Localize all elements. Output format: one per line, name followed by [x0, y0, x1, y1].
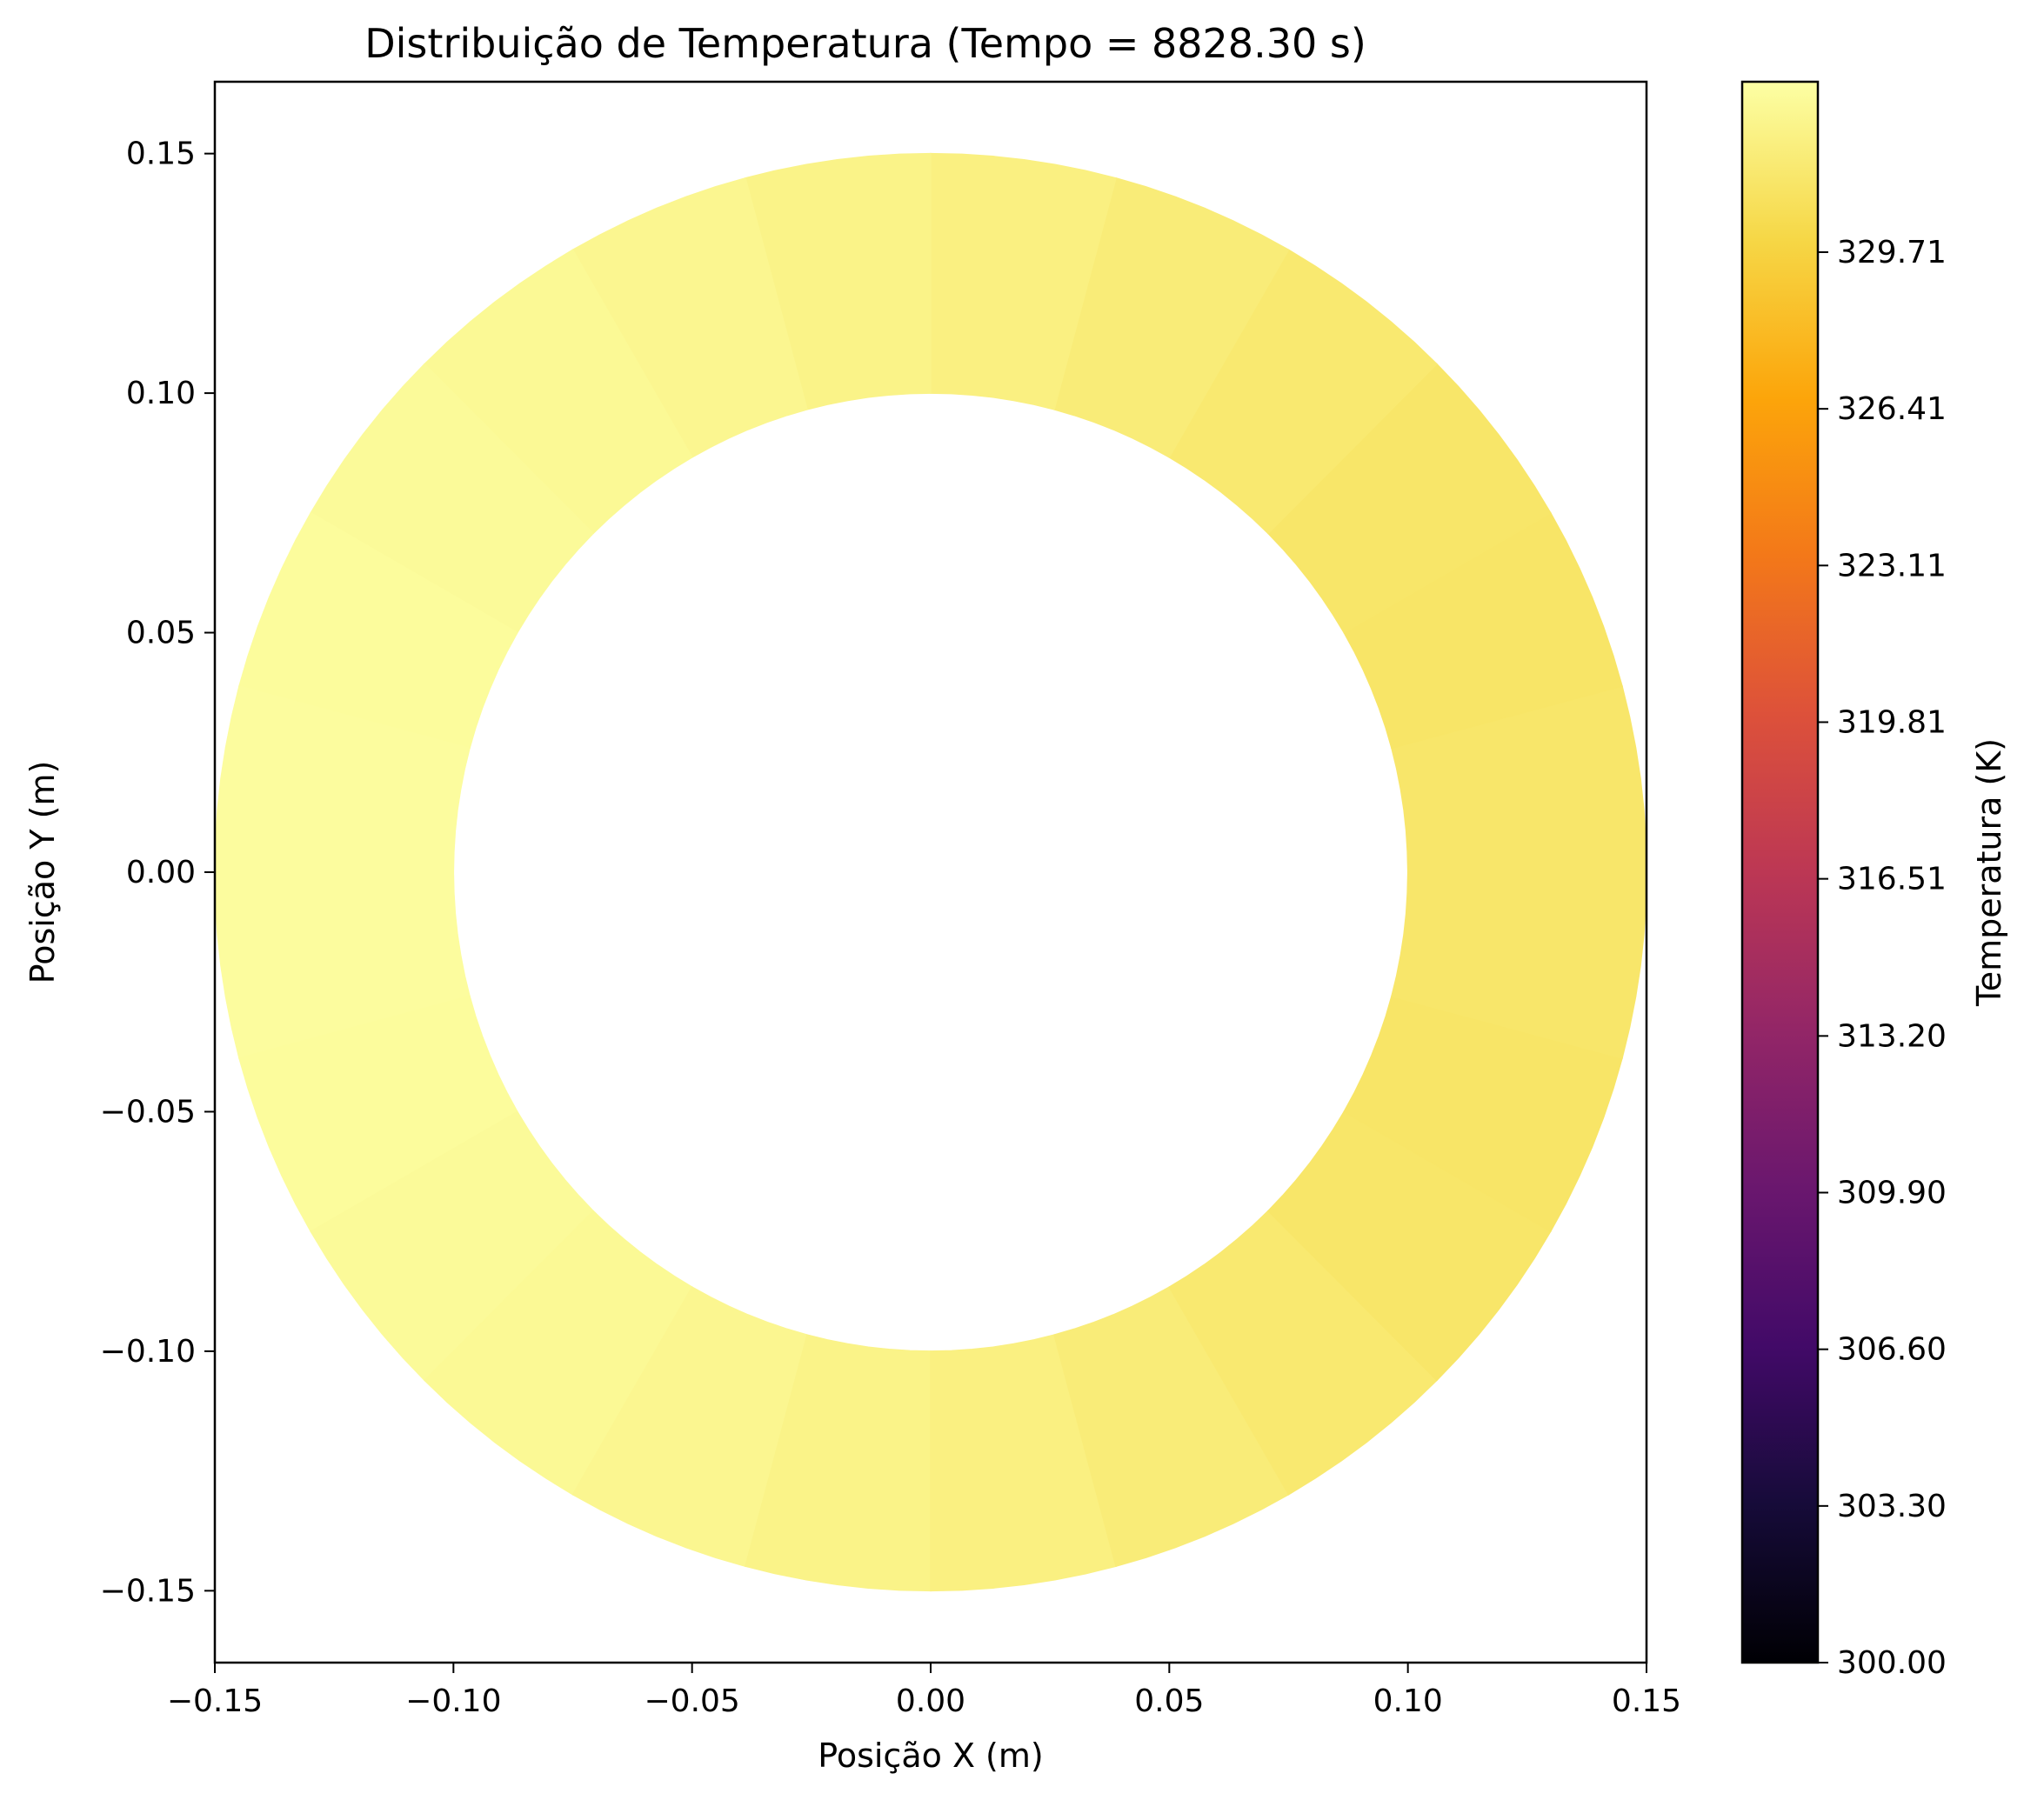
colorbar-tick-label: 306.60 — [1837, 1332, 1947, 1368]
colorbar-gradient — [1740, 80, 1820, 1664]
y-tick-label: 0.15 — [126, 137, 196, 172]
x-axis-label: Posição X (m) — [818, 1737, 1043, 1775]
x-tick-label: 0.10 — [1373, 1683, 1443, 1719]
y-tick-label: −0.05 — [100, 1094, 196, 1130]
y-tick-label: 0.00 — [126, 855, 196, 890]
colorbar-tick-label: 329.71 — [1837, 235, 1947, 270]
colorbar: 300.00 303.30 306.60 309.90 313.20 316.51 319.… — [1740, 80, 2008, 1681]
y-axis-ticks: 0.15 0.10 0.05 0.00 −0.05 −0.10 −0.15 — [100, 137, 215, 1609]
colorbar-ticks: 300.00 303.30 306.60 309.90 313.20 316.51 319.… — [1818, 235, 1947, 1681]
y-tick-label: −0.10 — [100, 1334, 196, 1370]
colorbar-tick-label: 316.51 — [1837, 862, 1947, 897]
plot-area — [214, 152, 1647, 1592]
x-axis-ticks: −0.15 −0.10 −0.05 0.00 0.05 0.10 0.15 — [167, 1663, 1681, 1719]
colorbar-tick-label: 319.81 — [1837, 704, 1947, 740]
y-axis-label: Posição Y (m) — [23, 761, 62, 984]
chart-title: Distribuição de Temperatura (Tempo = 882… — [364, 20, 1366, 67]
x-tick-label: 0.05 — [1134, 1683, 1204, 1719]
annulus-sector — [1391, 871, 1647, 1059]
y-tick-label: 0.10 — [126, 376, 196, 411]
colorbar-tick-label: 300.00 — [1837, 1645, 1947, 1681]
colorbar-tick-label: 326.41 — [1837, 391, 1947, 427]
colorbar-tick-label: 309.90 — [1837, 1176, 1947, 1211]
x-tick-label: −0.05 — [645, 1683, 740, 1719]
colorbar-tick-label: 303.30 — [1837, 1489, 1947, 1524]
colorbar-tick-label: 323.11 — [1837, 548, 1947, 583]
y-tick-label: −0.15 — [100, 1573, 196, 1609]
y-tick-label: 0.05 — [126, 616, 196, 651]
x-tick-label: −0.10 — [405, 1683, 501, 1719]
x-tick-label: −0.15 — [167, 1683, 263, 1719]
x-tick-label: 0.00 — [896, 1683, 965, 1719]
colorbar-tick-label: 313.20 — [1837, 1018, 1947, 1054]
colorbar-label: Temperatura (K) — [1970, 738, 2008, 1007]
x-tick-label: 0.15 — [1612, 1683, 1681, 1719]
